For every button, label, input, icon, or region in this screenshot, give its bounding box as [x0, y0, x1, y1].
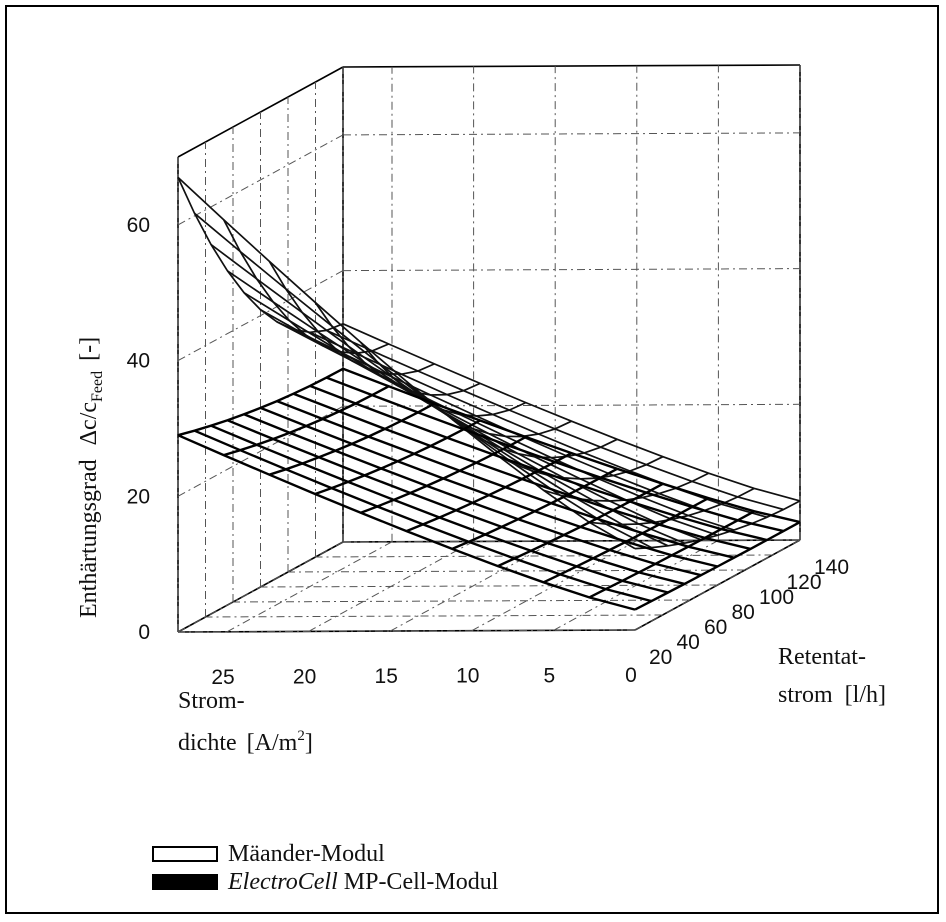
- surface-mesh-line: [243, 291, 702, 541]
- legend-label-electrocell: MP-Cell-Modul: [337, 868, 499, 895]
- grid-z-back-wall: [342, 268, 801, 272]
- surface-mesh-line: [451, 467, 618, 551]
- grid-z-left-wall: [177, 134, 344, 226]
- y-tick-label: 100: [759, 586, 794, 609]
- surface-mesh-line: [260, 406, 718, 568]
- surface-mesh-line: [293, 392, 751, 551]
- grid-z-back-wall: [342, 403, 801, 407]
- y-tick-label: 140: [814, 556, 849, 579]
- y-axis-label-line1: Retentat-: [778, 644, 866, 670]
- legend-label-electrocell-italic: ElectroCell: [228, 868, 338, 895]
- grid-z-back-wall: [342, 132, 801, 136]
- z-axis-label: EnthärtungsgradΔc/cFeed[-]: [76, 337, 106, 618]
- surface-mesh-line: [243, 413, 702, 577]
- x-tick-label: 10: [456, 665, 479, 688]
- surfaces: [177, 176, 801, 611]
- surface-mesh-line: [326, 376, 784, 533]
- figure-frame: [5, 5, 939, 914]
- surface-mesh-line: [276, 399, 735, 559]
- surface-mesh-line: [177, 176, 636, 550]
- z-tick-label: 20: [127, 485, 150, 508]
- legend-item-electrocell: ElectroCell MP-Cell-Modul: [152, 868, 498, 896]
- x-axis-label-line1: Strom-: [178, 688, 245, 714]
- y-axis-label-line2: strom [l/h]: [778, 682, 886, 708]
- gridlines: [177, 65, 801, 633]
- surface-maeander: [177, 176, 801, 550]
- surface-mesh-line: [227, 419, 685, 586]
- grid-y-floor: [287, 569, 746, 573]
- box-edge-top-back: [342, 64, 801, 68]
- surface-electrocell: [177, 367, 801, 611]
- y-tick-label: 120: [787, 571, 822, 594]
- y-tick-label: 80: [732, 601, 755, 624]
- z-tick-label: 60: [127, 214, 150, 237]
- grid-y-floor: [232, 599, 691, 603]
- z-tick-label: 40: [127, 350, 150, 373]
- x-tick-label: 25: [211, 666, 234, 689]
- grid-x-floor: [389, 540, 556, 632]
- z-tick-label: 0: [138, 621, 150, 644]
- surface-mesh-line: [342, 367, 801, 524]
- legend: Mäander-Modul ElectroCell MP-Cell-Modul: [152, 840, 498, 896]
- surface-mesh-line: [194, 429, 652, 603]
- box-edge-top-left: [177, 66, 344, 158]
- y-tick-label: 40: [677, 631, 700, 654]
- legend-swatch-black: [152, 874, 218, 890]
- surface-mesh-line: [309, 331, 768, 519]
- grid-y-floor: [205, 614, 663, 618]
- grid-y-floor: [342, 539, 801, 543]
- surface-mesh-line: [342, 323, 801, 502]
- x-tick-label: 15: [375, 665, 398, 688]
- x-tick-label: 5: [544, 664, 556, 687]
- surface-mesh-line: [210, 424, 669, 594]
- surface-mesh-line: [326, 329, 784, 511]
- surface-mesh-line: [177, 434, 636, 611]
- legend-label-maeander: Mäander-Modul: [228, 840, 385, 867]
- surface-mesh-line: [309, 384, 768, 542]
- y-tick-label: 20: [649, 646, 672, 669]
- grid-y-floor: [177, 629, 636, 633]
- x-tick-label: 0: [625, 664, 637, 687]
- y-tick-label: 60: [704, 616, 727, 639]
- legend-swatch-white: [152, 846, 218, 862]
- x-axis-label-line2: dichte [A/m2]: [178, 728, 313, 756]
- legend-item-maeander: Mäander-Modul: [152, 840, 498, 868]
- x-tick-label: 20: [293, 665, 316, 688]
- surface-mesh-line: [276, 321, 735, 531]
